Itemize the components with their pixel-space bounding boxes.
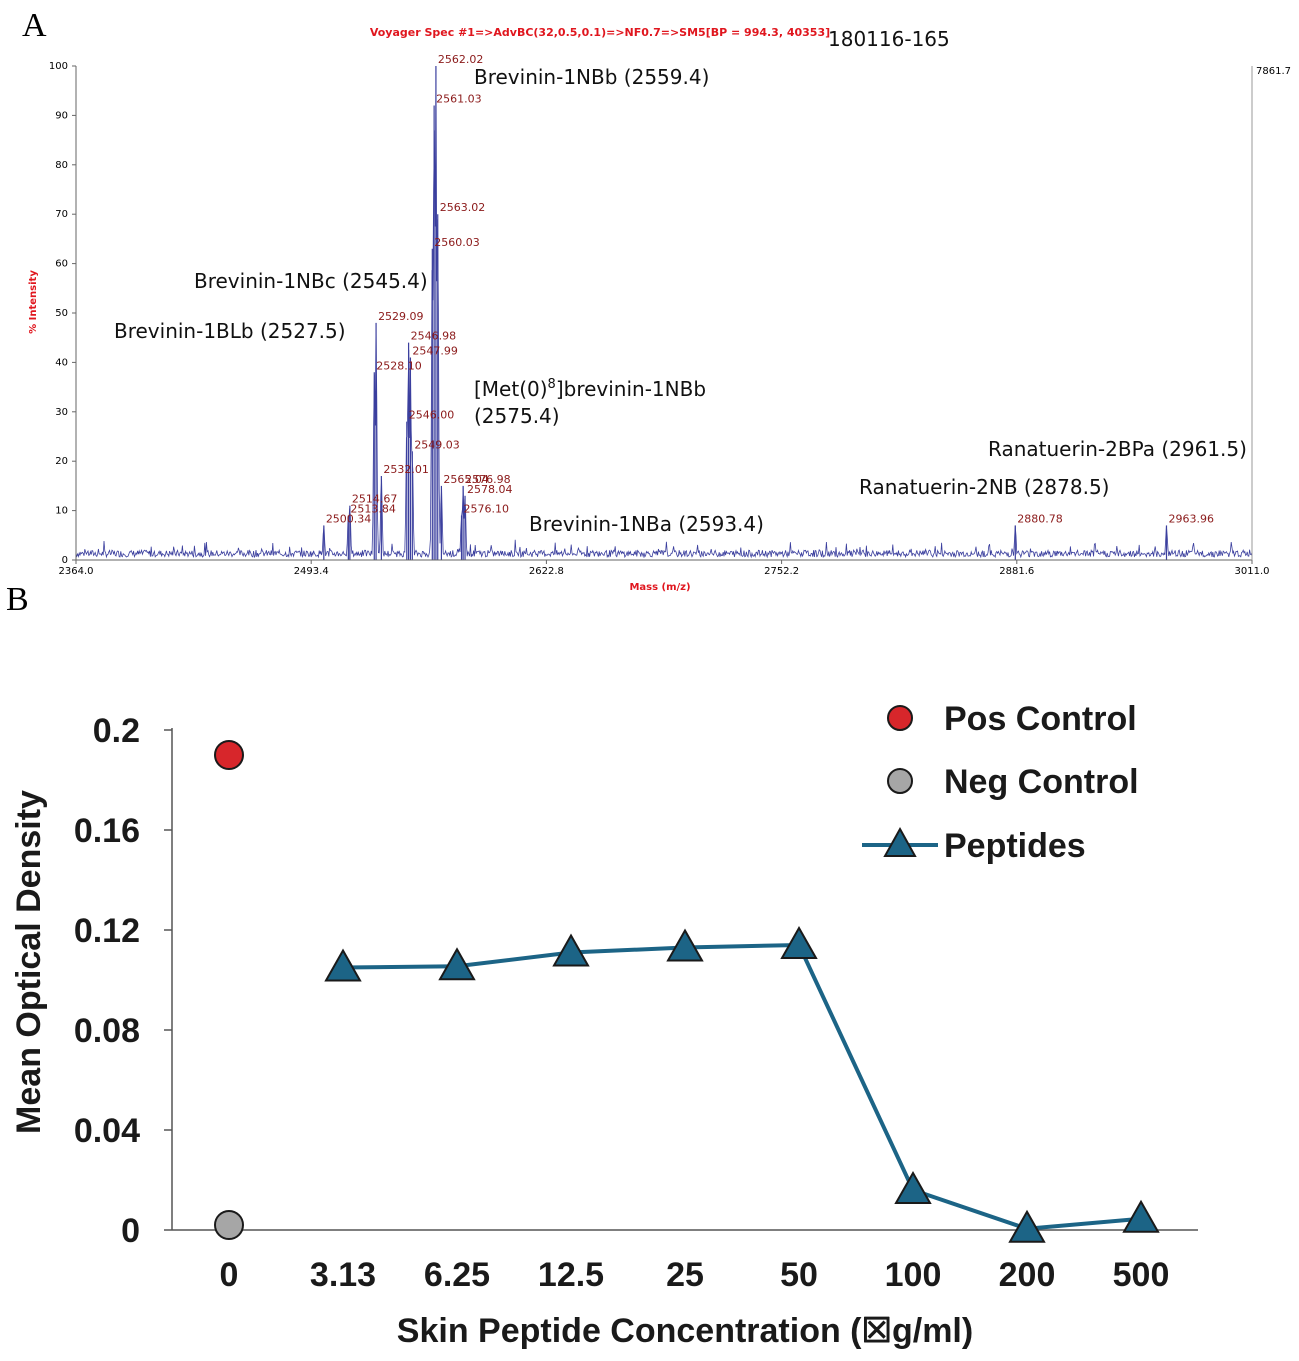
ms-x-tick-label: 3011.0 bbox=[1235, 566, 1270, 577]
od-y-tick-label: 0.08 bbox=[74, 1012, 140, 1050]
spectrum-trace bbox=[75, 68, 1253, 559]
annotation-met-brevinin-1nbb: [Met(0)8]brevinin-1NBb bbox=[474, 377, 706, 401]
spectrum-title: Voyager Spec #1=>AdvBC(32,0.5,0.1)=>NF0.… bbox=[370, 26, 830, 39]
sample-id: 180116-165 bbox=[828, 27, 950, 51]
mass-spectrum-chart: Voyager Spec #1=>AdvBC(32,0.5,0.1)=>NF0.… bbox=[28, 26, 1291, 593]
panel-label-b: B bbox=[6, 581, 29, 618]
peak-label: 2576.10 bbox=[464, 503, 510, 516]
peptides-point bbox=[780, 925, 818, 959]
ms-y-tick-label: 100 bbox=[49, 61, 68, 72]
optical-density-chart: 0 0.04 0.08 0.12 0.16 0.2 0 3.13 6.25 12.5 25 50 10… bbox=[10, 700, 1198, 1350]
ms-x-tick-label: 2364.0 bbox=[59, 566, 94, 577]
peak-label: 2963.96 bbox=[1168, 512, 1214, 525]
peak-label: 2563.02 bbox=[440, 201, 486, 214]
ms-x-tick-label: 2493.4 bbox=[294, 566, 329, 577]
peptides-point bbox=[324, 948, 362, 982]
legend: Pos Control Neg Control Peptides bbox=[862, 700, 1139, 865]
od-y-axis-title: Mean Optical Density bbox=[10, 790, 48, 1134]
ms-x-axis-title: Mass (m/z) bbox=[629, 582, 690, 593]
panel-label-a: A bbox=[22, 7, 47, 44]
peak-label: 2546.98 bbox=[411, 330, 457, 343]
od-x-tick-label: 12.5 bbox=[538, 1256, 604, 1294]
peak-label: 2576.98 bbox=[465, 473, 511, 486]
legend-neg-control-marker bbox=[887, 768, 913, 794]
ms-y-tick-label: 70 bbox=[55, 209, 68, 220]
ms-y-tick-label: 80 bbox=[55, 160, 68, 171]
annotation-brevinin-1nbc: Brevinin-1NBc (2545.4) bbox=[194, 269, 428, 293]
od-x-tick-label: 50 bbox=[780, 1256, 818, 1294]
od-y-tick-label: 0.04 bbox=[74, 1112, 140, 1150]
od-x-tick-label: 500 bbox=[1113, 1256, 1170, 1294]
ms-y-tick-label: 0 bbox=[62, 555, 68, 566]
peak-label: 2565.04 bbox=[443, 473, 489, 486]
annotation-met-prefix: [Met(0) bbox=[474, 377, 548, 401]
od-x-axis-title: Skin Peptide Concentration (☒g/ml) bbox=[397, 1312, 973, 1350]
peptides-point bbox=[552, 933, 590, 967]
peptides-point bbox=[1122, 1199, 1160, 1233]
ms-x-tick-label: 2622.8 bbox=[529, 566, 564, 577]
peak-label: 2500.34 bbox=[326, 512, 372, 525]
pos-control-point bbox=[214, 740, 244, 770]
od-y-tick-label: 0 bbox=[121, 1212, 140, 1250]
od-y-tick-label: 0.16 bbox=[74, 812, 140, 850]
peak-label: 2562.02 bbox=[438, 53, 484, 66]
od-x-tick-label: 100 bbox=[885, 1256, 942, 1294]
od-x-tick-label: 25 bbox=[666, 1256, 704, 1294]
legend-neg-control-label: Neg Control bbox=[944, 763, 1139, 801]
annotation-ranatuerin-2nb: Ranatuerin-2NB (2878.5) bbox=[859, 475, 1110, 499]
annotation-brevinin-1nba: Brevinin-1NBa (2593.4) bbox=[529, 512, 764, 536]
ms-x-tick-label: 2881.6 bbox=[999, 566, 1034, 577]
od-y-tick-label: 0.12 bbox=[74, 912, 140, 950]
max-count-label: 7861.7 bbox=[1256, 66, 1291, 77]
od-x-tick-label: 6.25 bbox=[424, 1256, 490, 1294]
od-x-tick-label: 0 bbox=[220, 1256, 239, 1294]
ms-y-axis-title: % Intensity bbox=[28, 270, 39, 334]
peak-label: 2560.03 bbox=[434, 236, 480, 249]
peak-label: 2532.01 bbox=[383, 463, 429, 476]
peptides-series-line bbox=[342, 942, 1142, 1231]
od-x-tick-label: 200 bbox=[999, 1256, 1056, 1294]
annotation-brevinin-1nbb: Brevinin-1NBb (2559.4) bbox=[474, 65, 709, 89]
ms-x-tick-label: 2752.2 bbox=[764, 566, 799, 577]
ms-y-tick-label: 10 bbox=[55, 506, 68, 517]
annotation-met-suffix: ]brevinin-1NBb bbox=[556, 377, 706, 401]
peak-label: 2514.67 bbox=[352, 493, 398, 506]
annotation-ranatuerin-2bpa: Ranatuerin-2BPa (2961.5) bbox=[988, 437, 1247, 461]
ms-y-tick-label: 40 bbox=[55, 357, 68, 368]
peak-label: 2880.78 bbox=[1017, 512, 1063, 525]
ms-y-tick-label: 90 bbox=[55, 110, 68, 121]
peak-label: 2546.00 bbox=[409, 409, 455, 422]
peak-label: 2561.03 bbox=[436, 93, 482, 106]
peak-label: 2547.99 bbox=[412, 344, 458, 357]
ms-y-tick-label: 60 bbox=[55, 259, 68, 270]
peak-label: 2529.09 bbox=[378, 310, 424, 323]
peak-label: 2578.04 bbox=[467, 483, 513, 496]
od-y-tick-label: 0.2 bbox=[93, 712, 140, 750]
peak-label: 2513.84 bbox=[350, 503, 396, 516]
annotation-brevinin-1blb: Brevinin-1BLb (2527.5) bbox=[114, 319, 346, 343]
ms-y-tick-label: 50 bbox=[55, 308, 68, 319]
peptides-point bbox=[894, 1170, 932, 1204]
neg-control-point bbox=[214, 1210, 244, 1240]
peptides-point bbox=[1008, 1209, 1046, 1243]
peptides-point bbox=[666, 928, 704, 962]
legend-pos-control-label: Pos Control bbox=[944, 700, 1137, 738]
legend-pos-control-marker bbox=[887, 705, 913, 731]
annotation-met-superscript: 8 bbox=[548, 377, 556, 392]
legend-peptides-marker bbox=[883, 826, 917, 857]
annotation-met-mass: (2575.4) bbox=[474, 404, 560, 428]
ms-y-tick-label: 20 bbox=[55, 456, 68, 467]
ms-y-tick-label: 30 bbox=[55, 407, 68, 418]
od-x-tick-label: 3.13 bbox=[310, 1256, 376, 1294]
peak-label: 2528.10 bbox=[376, 359, 422, 372]
legend-peptides-label: Peptides bbox=[944, 827, 1086, 865]
peak-label: 2549.03 bbox=[414, 438, 460, 451]
peptides-point bbox=[438, 947, 476, 981]
